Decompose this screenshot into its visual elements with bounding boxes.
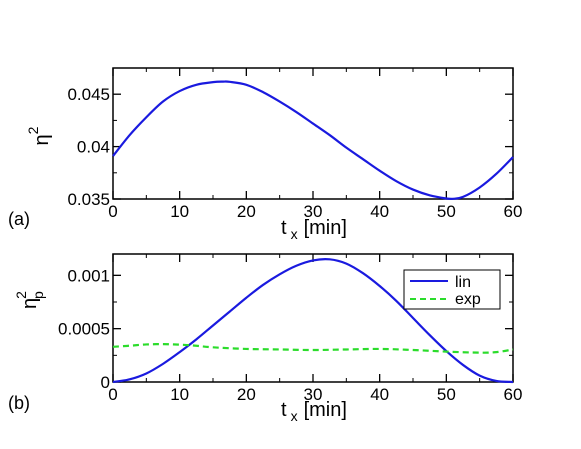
svg-text:η2: η2: [25, 126, 53, 145]
panel-a-ticks: 0 10 20 30 40 50 60 0.035 0.04 0.045: [67, 68, 522, 221]
svg-text:η2p: η2p: [13, 291, 46, 309]
panel-b: 0 10 20 30 40 50 60 0 0.0005 0.001 (b) t x [min] η2…: [8, 253, 522, 424]
panel-a-xtick-label: 60: [504, 202, 523, 221]
panel-b-xtick-label: 30: [304, 385, 323, 404]
panel-a-xtick-label: 30: [304, 202, 323, 221]
panel-a-series: [112, 80, 514, 201]
panel-a-xtick-label: 0: [108, 202, 117, 221]
panel-b-xtick-label: 0: [108, 385, 117, 404]
legend-exp-label: exp: [455, 291, 481, 308]
panel-a-xtick-label: 40: [370, 202, 389, 221]
panel-a-xtick-label: 10: [170, 202, 189, 221]
legend-box: [403, 269, 501, 310]
panel-b-xtick-label: 60: [504, 385, 523, 404]
panel-b-xtick-label: 20: [237, 385, 256, 404]
panel-a-label: (a): [8, 209, 30, 229]
panel-b-series: [112, 258, 514, 384]
panel-a-ytick-label: 0.045: [67, 85, 110, 104]
panel-b-xtick-label: 50: [437, 385, 456, 404]
panel-a-plot-frame: [112, 67, 514, 200]
panel-b-series-exp: [112, 343, 514, 354]
panel-b-xtick-label: 10: [170, 385, 189, 404]
panel-b-x-axis-title: t x [min]: [281, 399, 347, 424]
panel-a-series-line0: [112, 80, 514, 201]
legend: lin exp: [403, 269, 501, 310]
panel-a-xtick-label: 50: [437, 202, 456, 221]
legend-lin-label: lin: [455, 274, 471, 291]
panel-a-y-axis-title: η2: [25, 126, 53, 145]
panel-a-ytick-label: 0.035: [67, 190, 110, 209]
panel-a-ytick-label: 0.04: [77, 138, 110, 157]
panel-b-y-axis-title: η2p: [13, 291, 46, 309]
panel-b-label: (b): [8, 393, 30, 413]
panel-a-x-axis-title: t x [min]: [281, 217, 347, 242]
panel-b-ticks: 0 10 20 30 40 50 60 0 0.0005 0.001: [58, 254, 522, 404]
panel-b-ytick-label: 0: [101, 373, 110, 392]
panel-b-ytick-label: 0.0005: [58, 320, 110, 339]
panel-a-xtick-label: 20: [237, 202, 256, 221]
panel-b-ytick-label: 0.001: [67, 266, 110, 285]
panel-b-xtick-label: 40: [370, 385, 389, 404]
